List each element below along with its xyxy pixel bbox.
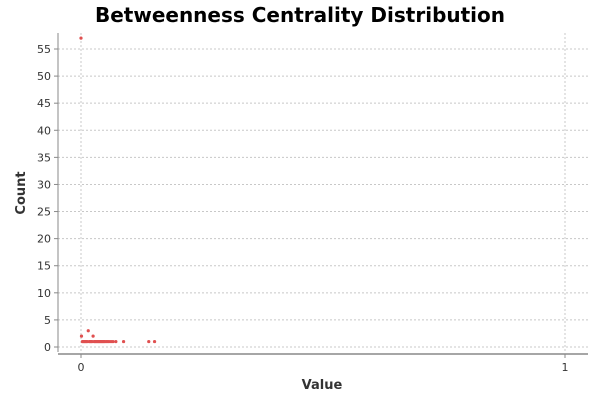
y-tick-label: 25 bbox=[37, 206, 51, 219]
y-tick-label: 30 bbox=[37, 178, 51, 191]
y-tick-label: 10 bbox=[37, 287, 51, 300]
y-tick-label: 20 bbox=[37, 233, 51, 246]
y-tick-label: 55 bbox=[37, 43, 51, 56]
data-point bbox=[147, 339, 151, 344]
y-tick-label: 40 bbox=[37, 124, 51, 137]
plot-area bbox=[58, 33, 588, 352]
y-tick-label: 35 bbox=[37, 151, 51, 164]
data-point bbox=[152, 339, 157, 344]
scatter-points bbox=[79, 36, 157, 344]
axes bbox=[57, 33, 588, 355]
y-tick-label: 0 bbox=[44, 341, 51, 354]
chart-title: Betweenness Centrality Distribution bbox=[95, 3, 505, 27]
data-point bbox=[121, 339, 126, 344]
y-tick-label: 50 bbox=[37, 70, 51, 83]
data-point bbox=[114, 339, 118, 344]
plot-background bbox=[58, 33, 588, 352]
y-tick-label: 5 bbox=[44, 314, 51, 327]
y-axis-label: Count bbox=[14, 171, 29, 214]
y-tick-labels: 0 5 10 15 20 25 30 35 40 45 50 55 bbox=[37, 43, 58, 354]
data-point bbox=[91, 334, 95, 338]
data-point bbox=[86, 329, 90, 333]
x-tick-label: 1 bbox=[562, 361, 569, 374]
data-point bbox=[79, 36, 83, 40]
x-gridlines bbox=[80, 33, 566, 352]
data-point bbox=[111, 339, 115, 344]
x-tick-label: 0 bbox=[78, 361, 85, 374]
y-tick-label: 45 bbox=[37, 97, 51, 110]
x-axis-label: Value bbox=[302, 378, 343, 393]
data-point bbox=[79, 334, 84, 338]
y-gridlines bbox=[58, 48, 588, 348]
y-tick-label: 15 bbox=[37, 260, 51, 273]
